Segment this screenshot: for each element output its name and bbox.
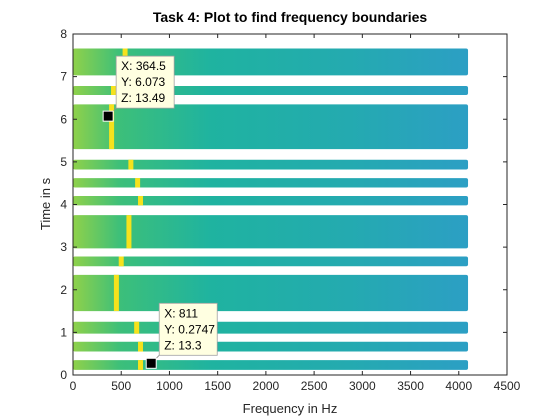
- tone-marker: [113, 274, 119, 312]
- datatip-box: [158, 302, 218, 356]
- y-tick-label: 0: [60, 368, 67, 382]
- x-axis-label: Frequency in Hz: [243, 401, 338, 416]
- y-tick-label: 8: [60, 27, 67, 41]
- tone-marker: [128, 159, 134, 170]
- y-tick-label: 2: [60, 283, 67, 297]
- x-tick-label: 2000: [253, 379, 280, 393]
- y-tick-label: 3: [60, 240, 67, 254]
- tone-marker: [111, 86, 117, 95]
- x-tick-label: 1000: [156, 379, 183, 393]
- datatip-line: Z: 13.3: [164, 338, 202, 352]
- heatmap-band: [73, 360, 469, 370]
- datatip-line: Y: 0.2747: [164, 322, 215, 336]
- tone-marker: [138, 341, 144, 352]
- heatmap-band: [73, 178, 469, 188]
- y-tick-label: 4: [60, 198, 67, 212]
- heatmap-band: [73, 195, 469, 206]
- tone-marker: [109, 104, 115, 150]
- heatmap-band: [73, 274, 469, 312]
- x-axis-ticks: 0 500 1000 1500 2000 2500 3000 3500 4000 4500: [70, 34, 521, 393]
- datatips[interactable]: X: 364.5 Y: 6.073 Z: 13.49 X: 811 Y: 0.2747 Z…: [102, 55, 218, 369]
- tone-marker: [138, 195, 144, 206]
- y-tick-label: 5: [60, 155, 67, 169]
- datatip-line: X: 811: [164, 306, 198, 320]
- datatip[interactable]: X: 364.5 Y: 6.073 Z: 13.49: [102, 55, 175, 122]
- tone-marker: [126, 215, 132, 249]
- y-axis-ticks: 0 1 2 3 4 5 6 7 8: [60, 27, 507, 382]
- datatip-line: X: 364.5: [121, 59, 166, 73]
- x-tick-label: 500: [111, 379, 131, 393]
- x-tick-label: 4500: [494, 379, 521, 393]
- datatip[interactable]: X: 811 Y: 0.2747 Z: 13.3: [145, 302, 218, 369]
- tone-marker: [118, 256, 124, 267]
- y-tick-label: 6: [60, 112, 67, 126]
- tone-marker: [135, 178, 141, 188]
- heatmap-band: [73, 159, 469, 170]
- heatmap-bands: [73, 48, 469, 370]
- datatip-line: Z: 13.49: [121, 91, 165, 105]
- heatmap-band: [73, 321, 469, 334]
- heatmap-band: [73, 215, 469, 249]
- heatmap-band: [73, 256, 469, 267]
- y-axis-label: Time in s: [38, 177, 53, 230]
- y-tick-label: 7: [60, 70, 67, 84]
- datatip-box: [115, 55, 175, 109]
- x-tick-label: 1500: [204, 379, 231, 393]
- datatip-marker[interactable]: [102, 110, 114, 122]
- x-tick-label: 2500: [301, 379, 328, 393]
- x-tick-label: 3000: [349, 379, 376, 393]
- datatip-marker[interactable]: [145, 357, 157, 369]
- heatmap-band: [73, 341, 469, 352]
- x-tick-label: 4000: [445, 379, 472, 393]
- chart-title: Task 4: Plot to find frequency boundarie…: [153, 9, 428, 25]
- x-tick-label: 3500: [397, 379, 424, 393]
- datatip-line: Y: 6.073: [121, 75, 165, 89]
- tone-marker: [134, 321, 140, 334]
- tone-marker: [138, 360, 144, 370]
- heatmap-band: [73, 104, 469, 150]
- x-tick-label: 0: [70, 379, 77, 393]
- y-tick-label: 1: [60, 325, 67, 339]
